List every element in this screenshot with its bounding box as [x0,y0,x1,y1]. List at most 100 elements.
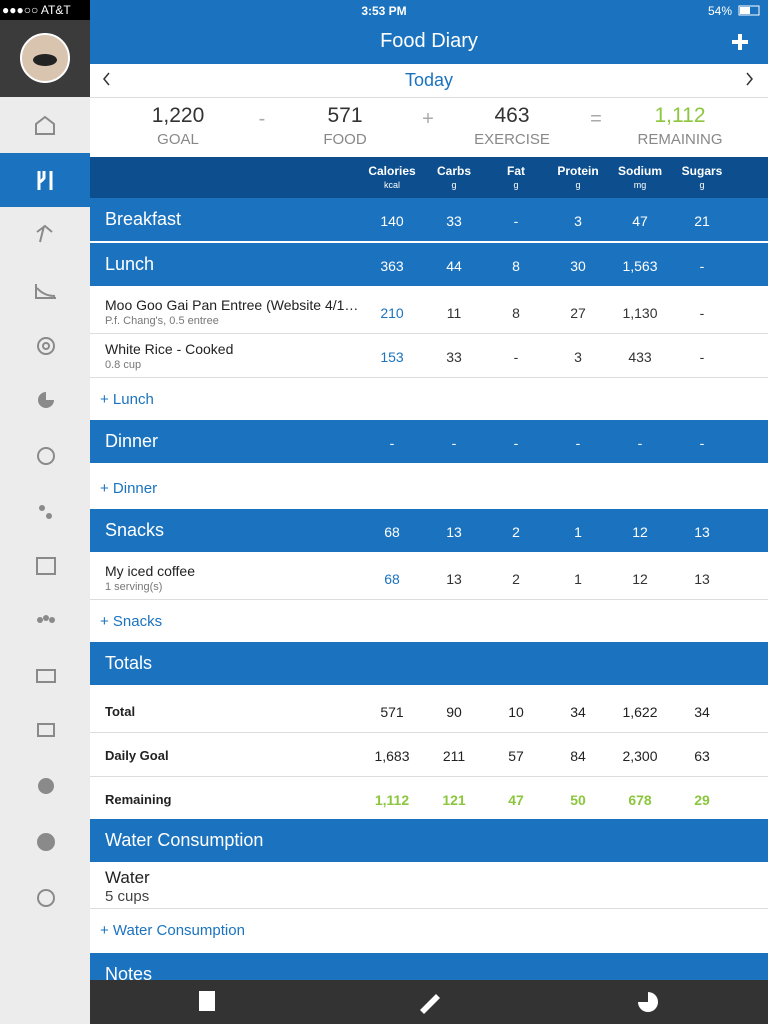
food-value: 1 [574,571,582,587]
date[interactable]: Today [404,70,454,90]
food-value: 1,130 [622,305,658,321]
row-divider [90,776,768,777]
total-label: Remaining [105,792,172,807]
summary-operator: + [422,108,434,130]
section-total: 30 [570,258,586,274]
section-total: 13 [694,524,710,540]
summary-operator: - [258,108,266,130]
food-name[interactable]: My iced coffee [105,563,196,579]
food-name[interactable]: White Rice - Cooked [105,341,234,357]
summary-value: 463 [494,104,530,127]
total-value: 34 [694,704,710,720]
section-total: 8 [512,258,520,274]
section-header [90,509,768,554]
summary-label: EXERCISE [474,131,550,148]
summary-value: 1,112 [654,104,706,127]
food-value: 11 [446,305,462,321]
column-unit: g [451,180,457,190]
food-value: 13 [446,571,462,587]
section-total: 2 [512,524,520,540]
section-total: 68 [384,524,400,540]
total-value: 63 [694,748,710,764]
food-value: 153 [380,349,404,365]
column-name: Protein [557,164,599,178]
column-name: Calories [368,164,416,178]
total-value: 10 [508,704,524,720]
carrier: ●●●○○ AT&T [2,3,71,17]
water-amount: 5 cups [105,888,150,905]
total-value: 90 [446,704,462,720]
food-value: 433 [628,349,652,365]
section-title: Snacks [105,520,165,540]
section-total: - [451,435,457,451]
section-total: 363 [380,258,404,274]
active-nav[interactable] [0,153,90,207]
column-unit: g [513,180,519,190]
row-divider [90,908,768,909]
total-value: 211 [442,748,466,764]
column-header [90,157,768,198]
total-value: 1,622 [622,704,658,720]
food-value: - [699,305,705,321]
food-detail: P.f. Chang's, 0.5 entree [105,315,219,327]
total-value: 121 [442,792,466,808]
food-value: 8 [512,305,520,321]
food-value: 68 [384,571,400,587]
section-total: 47 [632,213,648,229]
food-value: - [699,349,705,365]
section-header [90,642,768,687]
total-value: 47 [508,792,524,808]
summary-value: 1,220 [151,104,205,127]
summary-operator: = [590,108,602,130]
food-value: 27 [570,305,586,321]
summary-label: REMAINING [637,131,723,148]
add-link[interactable]: + Dinner [100,480,158,497]
section-title: Water Consumption [105,830,264,850]
battery: 54% [708,4,733,18]
food-value: 33 [446,349,462,365]
status-left [0,0,90,20]
column-name: Sugars [681,164,723,178]
section-total: - [637,435,643,451]
title: Food Diary [380,30,478,52]
food-value: 2 [512,571,520,587]
food-value: 3 [574,349,582,365]
section-total: 3 [574,213,582,229]
row-divider [90,377,768,378]
total-value: 34 [570,704,586,720]
section-total: 140 [380,213,404,229]
section-header [90,819,768,864]
row-divider [90,333,768,334]
summary-label: FOOD [323,131,367,148]
food-name[interactable]: Moo Goo Gai Pan Entree (Website 4/1… [105,297,359,313]
total-value: 678 [628,792,652,808]
section-total: 1,563 [622,258,658,274]
total-value: 29 [694,792,710,808]
column-name: Fat [507,164,525,178]
add-link[interactable]: + Snacks [100,613,163,630]
section-total: 21 [694,213,710,229]
total-value: 571 [380,704,404,720]
add-link[interactable]: + Water Consumption [100,922,245,939]
section-title: Dinner [105,431,159,451]
section-header [90,420,768,465]
time: 3:53 PM [361,4,407,18]
section-total: 12 [632,524,648,540]
total-value: 57 [508,748,524,764]
bottom-icons[interactable] [0,980,768,1024]
summary-value: 571 [327,104,363,127]
column-name: Carbs [436,164,471,178]
summary-label: GOAL [157,131,199,148]
column-unit: mg [633,180,647,190]
water-label: Water [105,868,150,887]
section-title: Breakfast [105,209,182,229]
total-label: Daily Goal [105,748,169,763]
column-unit: g [699,180,705,190]
section-title: Totals [105,653,153,673]
food-detail: 1 serving(s) [105,581,163,593]
column-unit: kcal [383,180,400,190]
content: Food Diary Today 1,220 GOAL 571 FOOD 463 EXERCI… [90,0,768,1024]
add-link[interactable]: + Lunch [100,391,154,408]
total-value: 1,112 [374,792,410,808]
